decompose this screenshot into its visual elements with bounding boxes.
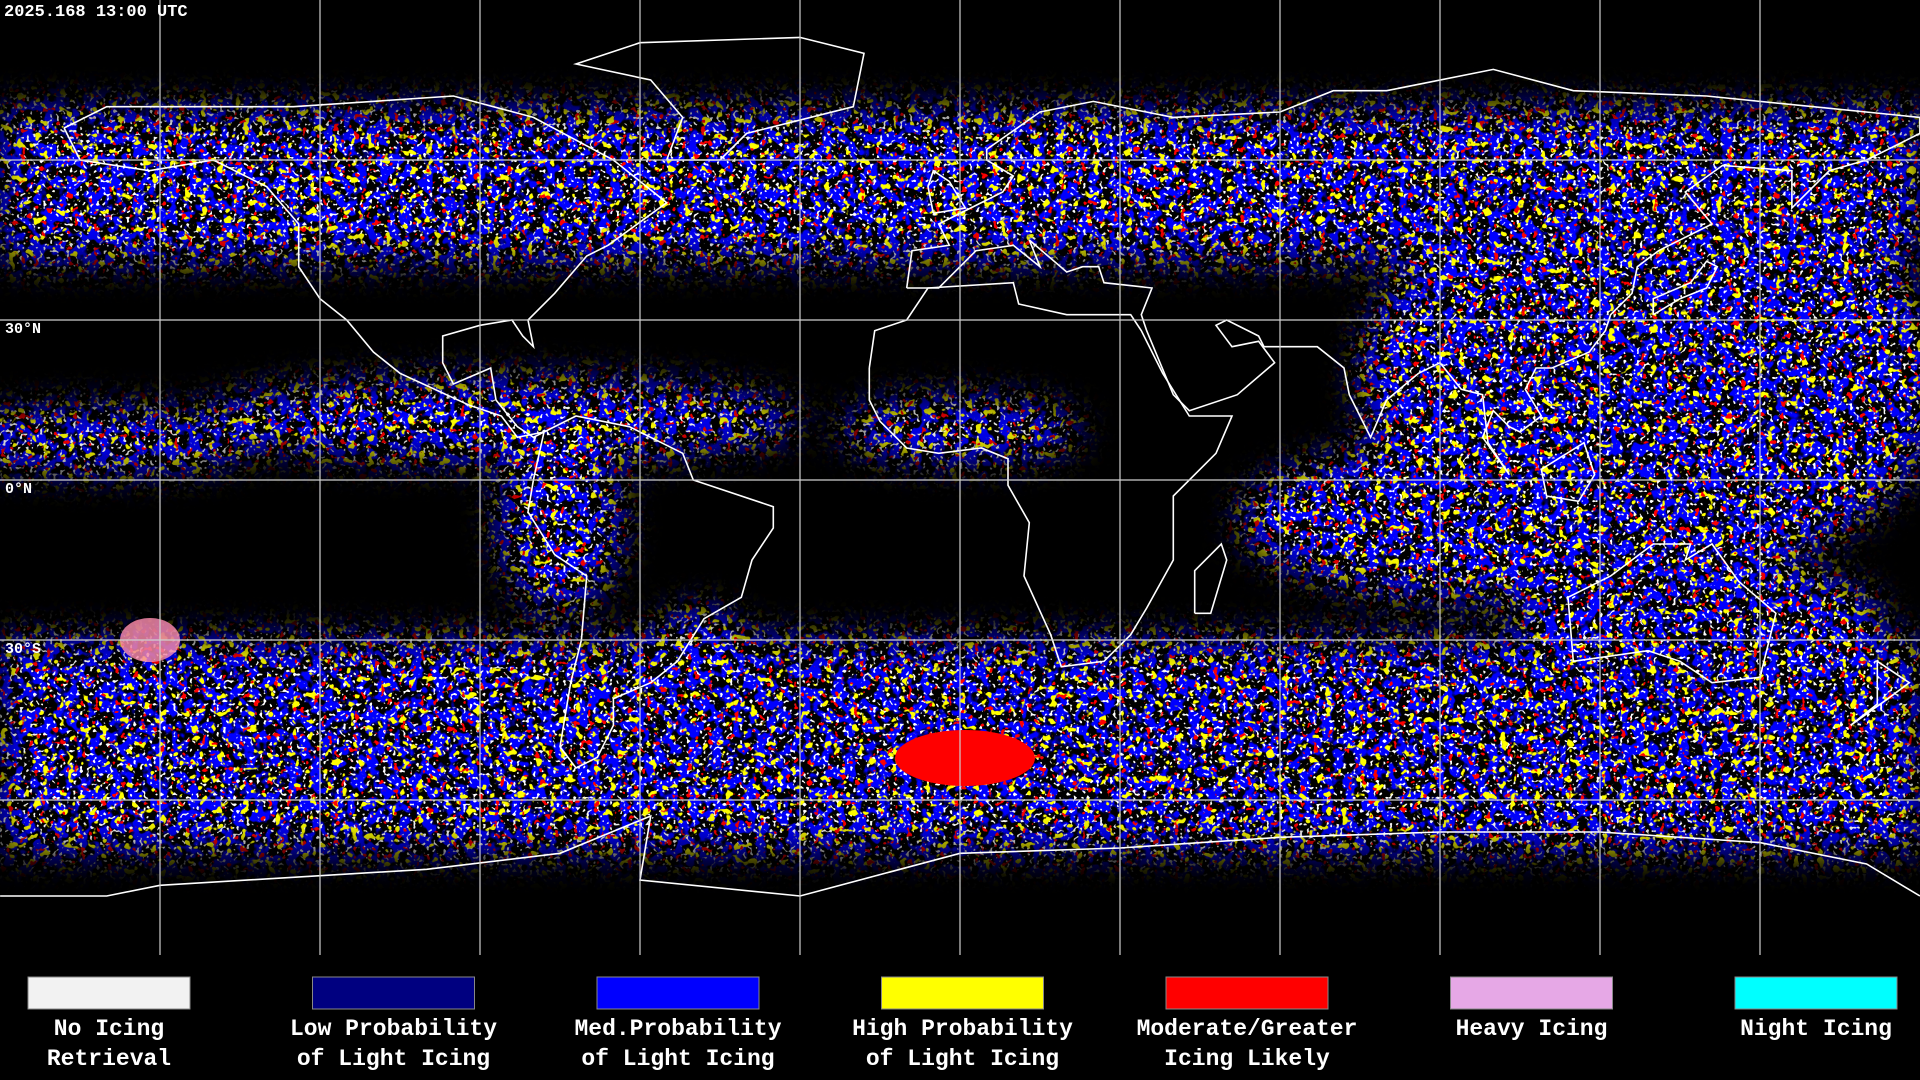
- legend-label: Night Icing: [1740, 1016, 1892, 1042]
- legend-label: of Light Icing: [581, 1046, 774, 1072]
- legend-background: [0, 955, 1920, 1080]
- coastline: [905, 68, 1920, 476]
- legend-label: High Probability: [852, 1016, 1073, 1042]
- timestamp: 2025.168 13:00 UTC: [4, 3, 188, 22]
- legend-label: Low Probability: [290, 1016, 497, 1042]
- latitude-label: 0°N: [5, 481, 32, 498]
- graticule: [0, 0, 1920, 955]
- latitude-label: 30°N: [5, 321, 41, 338]
- coastline: [0, 814, 1920, 897]
- coastline: [868, 281, 1234, 668]
- legend-label: No Icing: [54, 1016, 164, 1042]
- coastline: [1652, 260, 1719, 316]
- coastline: [1850, 660, 1911, 726]
- legend-label: Heavy Icing: [1456, 1016, 1608, 1042]
- latitude-label: 30°S: [5, 641, 41, 658]
- legend-swatch: [27, 976, 191, 1010]
- legend-label: Med.Probability: [574, 1016, 781, 1042]
- legend: No Icing Retrieval Low Probability of Light…: [27, 976, 1898, 1072]
- coastline: [1567, 542, 1777, 684]
- coastline: [1540, 441, 1596, 503]
- icing-blob: [895, 730, 1035, 786]
- legend-label: of Light Icing: [297, 1046, 490, 1072]
- legend-swatch: [1165, 976, 1329, 1010]
- legend-label: Moderate/Greater: [1137, 1016, 1358, 1042]
- coastline: [63, 95, 669, 439]
- legend-swatch: [1450, 976, 1613, 1010]
- legend-swatch: [1734, 976, 1898, 1010]
- legend-label: Retrieval: [47, 1046, 171, 1072]
- legend-label: of Light Icing: [866, 1046, 1059, 1072]
- legend-swatch: [312, 976, 475, 1010]
- legend-label: Icing Likely: [1164, 1046, 1330, 1072]
- legend-swatch: [596, 976, 760, 1010]
- coastlines: [0, 36, 1920, 897]
- legend-swatch: [881, 976, 1044, 1010]
- coastline: [527, 415, 775, 770]
- coastline: [1193, 542, 1228, 615]
